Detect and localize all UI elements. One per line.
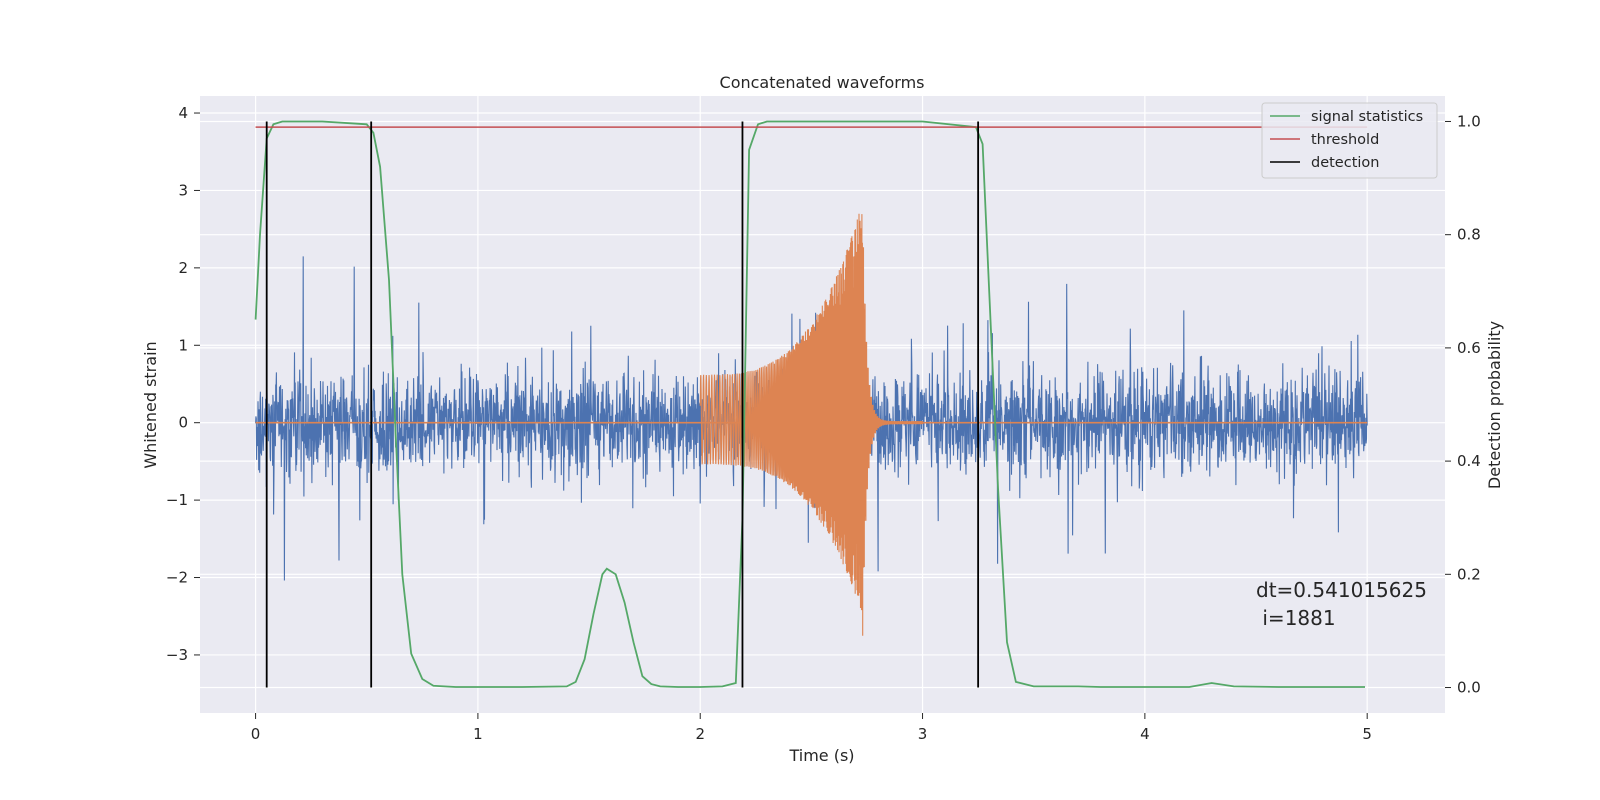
y-tick-label-right: 0.0: [1457, 679, 1481, 697]
y-tick-label-right: 0.6: [1457, 339, 1481, 357]
legend-label-detection: detection: [1311, 155, 1379, 171]
annotation-index: i=1881: [1256, 606, 1336, 630]
statistics-line: [254, 120, 1365, 688]
waveform-line: [699, 213, 924, 636]
y-tick-label-right: 1.0: [1457, 112, 1481, 130]
y-tick-label-left: 3: [178, 181, 188, 199]
axis-ticks: 0 1 2 3 4 5 −3 −2 −1 0 1 2 3 4 0.0 0.2 0.4 0.6 0.8 1.0: [166, 104, 1481, 743]
legend-label-threshold: threshold: [1311, 132, 1379, 148]
y-tick-label-left: 4: [178, 104, 188, 122]
y-tick-label-left: 2: [178, 259, 188, 277]
y-axis-label-right: Detection probability: [1485, 321, 1504, 489]
y-tick-label-left: −1: [166, 491, 188, 509]
x-tick-label: 4: [1140, 725, 1150, 743]
y-tick-label-right: 0.2: [1457, 565, 1481, 583]
x-tick-label: 2: [695, 725, 705, 743]
y-tick-label-left: −2: [166, 569, 188, 587]
y-tick-label-right: 0.4: [1457, 452, 1481, 470]
y-tick-label-left: −3: [166, 646, 188, 664]
x-axis-label: Time (s): [788, 746, 854, 765]
legend-label-statistics: signal statistics: [1311, 109, 1423, 125]
chart-title: Concatenated waveforms: [720, 73, 925, 92]
x-tick-label: 0: [251, 725, 261, 743]
y-tick-label-left: 1: [178, 336, 188, 354]
annotation: dt=0.541015625 i=1881: [1256, 578, 1427, 630]
x-tick-label: 3: [918, 725, 928, 743]
x-tick-label: 5: [1362, 725, 1372, 743]
statistics-series: [254, 120, 1368, 688]
legend: signal statistics threshold detection: [1261, 102, 1438, 179]
waveform-series: [255, 213, 1368, 636]
y-axis-label-left: Whitened strain: [141, 341, 160, 468]
annotation-dt: dt=0.541015625: [1256, 578, 1427, 602]
legend-box: [1261, 102, 1438, 179]
grid-lines: [200, 96, 1445, 713]
x-tick-label: 1: [473, 725, 483, 743]
y-tick-label-right: 0.8: [1457, 226, 1481, 244]
y-tick-label-left: 0: [178, 414, 188, 432]
